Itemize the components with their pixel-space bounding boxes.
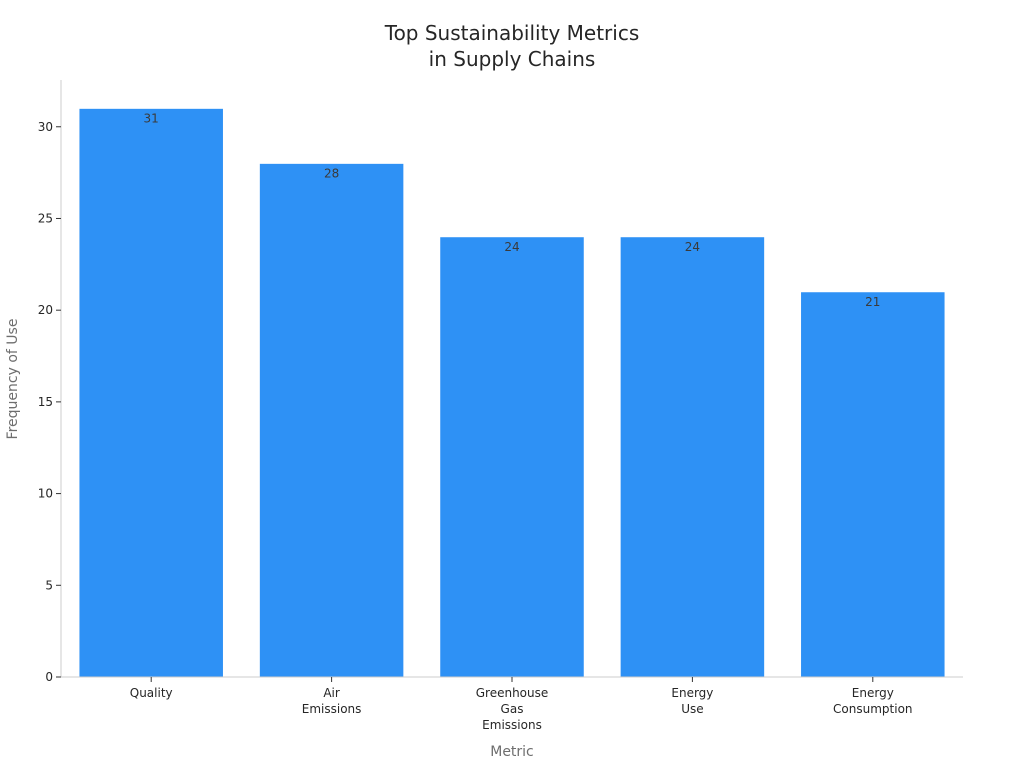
bar-value-label: 24 <box>504 240 519 254</box>
chart-title-line-2: in Supply Chains <box>429 47 596 71</box>
bar <box>619 236 765 678</box>
y-axis-ticks: 0 5 10 15 20 25 30 <box>38 120 61 684</box>
chart-title-line-1: Top Sustainability Metrics <box>384 21 639 45</box>
x-tick-label: Energy <box>671 686 713 700</box>
x-tick-label: Emissions <box>482 718 542 732</box>
y-tick-label: 20 <box>38 303 53 317</box>
y-tick-label: 0 <box>45 670 53 684</box>
x-tick-label: Energy <box>852 686 894 700</box>
bar-value-label: 28 <box>324 166 339 180</box>
bar <box>259 163 405 678</box>
bar-value-label: 24 <box>685 240 700 254</box>
bar <box>78 108 224 678</box>
y-tick-label: 30 <box>38 120 53 134</box>
bar-value-label: 31 <box>144 111 159 125</box>
data-labels-group: 31 28 24 24 21 <box>144 111 881 308</box>
x-tick-label: Emissions <box>302 702 362 716</box>
y-tick-label: 25 <box>38 211 53 225</box>
y-tick-label: 10 <box>38 487 53 501</box>
x-axis-title: Metric <box>490 744 534 760</box>
y-tick-label: 5 <box>45 578 53 592</box>
y-tick-label: 15 <box>38 395 53 409</box>
x-tick-label: Quality <box>130 686 173 700</box>
x-tick-label: Use <box>681 702 703 716</box>
bars-group <box>78 108 946 678</box>
y-axis-title: Frequency of Use <box>5 319 21 440</box>
x-tick-label: Gas <box>501 702 524 716</box>
x-tick-label: Greenhouse <box>476 686 549 700</box>
bar <box>800 291 946 678</box>
bar-value-label: 21 <box>865 295 880 309</box>
x-tick-label: Air <box>323 686 340 700</box>
x-axis-ticks: Quality Air Emissions Greenhouse Gas Emission… <box>130 677 913 732</box>
x-tick-label: Consumption <box>833 702 912 716</box>
bar <box>439 236 585 678</box>
